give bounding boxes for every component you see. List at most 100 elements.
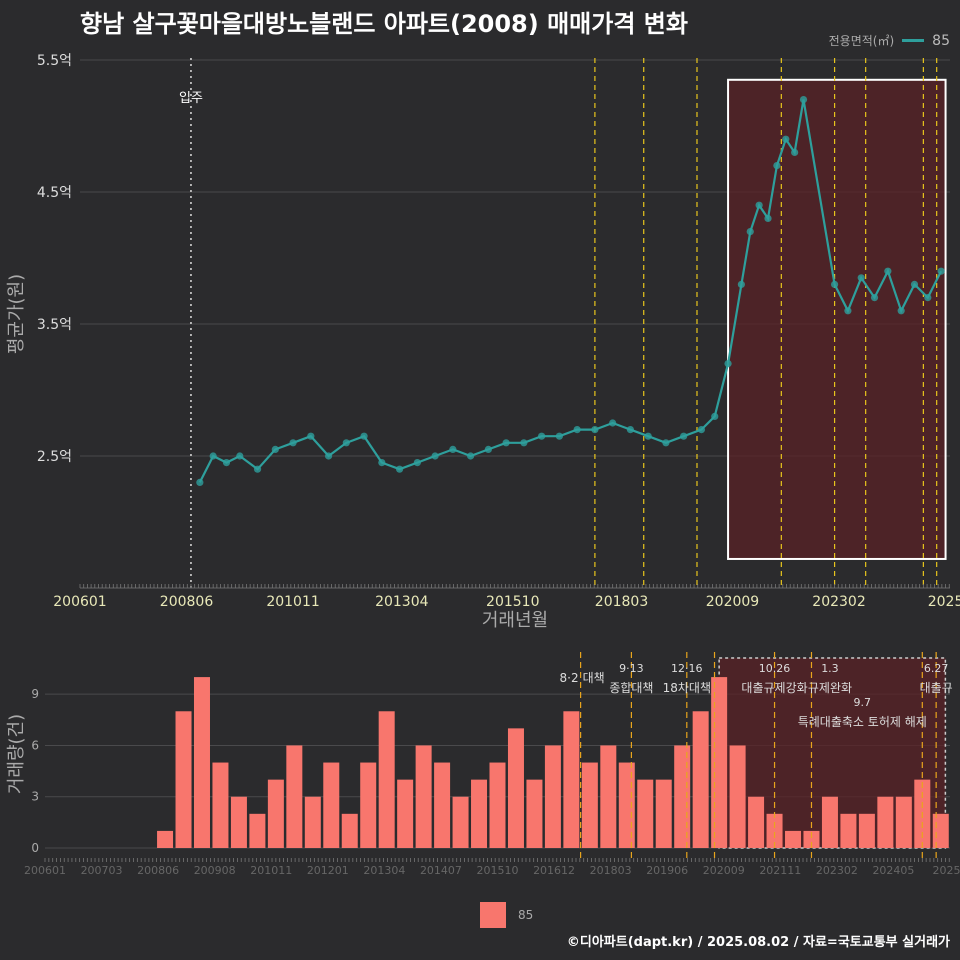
volume-bar xyxy=(230,796,247,848)
volume-bar xyxy=(858,813,875,848)
policy-label-date: 9·13 xyxy=(619,662,644,675)
volume-x-tick-label: 201906 xyxy=(646,864,688,877)
volume-bar xyxy=(637,779,654,848)
price-point xyxy=(484,445,492,453)
price-point xyxy=(799,96,808,104)
price-point xyxy=(324,452,333,460)
price-point xyxy=(520,439,528,447)
volume-bar xyxy=(212,762,229,848)
volume-bar xyxy=(434,762,451,848)
volume-x-tick-label: 201011 xyxy=(250,864,292,877)
price-point xyxy=(764,214,772,222)
volume-bar xyxy=(415,745,432,848)
price-point xyxy=(609,419,617,427)
price-point xyxy=(662,439,670,447)
volume-bar xyxy=(286,745,303,848)
price-point xyxy=(884,267,892,275)
price-point xyxy=(746,228,754,236)
price-point xyxy=(626,426,635,434)
price-point xyxy=(755,201,763,209)
policy-label-text: 특례대출축소 토허제 해제 xyxy=(798,715,927,729)
volume-y-tick-label: 9 xyxy=(31,687,39,701)
price-point xyxy=(644,432,652,440)
price-point xyxy=(395,465,404,473)
price-point xyxy=(573,426,581,434)
price-point xyxy=(222,459,231,467)
volume-bar xyxy=(840,813,857,848)
price-highlight-box xyxy=(727,78,947,560)
volume-bar xyxy=(692,711,709,848)
price-point xyxy=(307,432,315,440)
volume-bar xyxy=(341,813,358,848)
volume-bar xyxy=(378,711,395,848)
volume-bar xyxy=(471,779,488,848)
volume-x-tick-label: 201803 xyxy=(590,864,632,877)
volume-bar xyxy=(249,813,266,848)
volume-bar xyxy=(544,745,561,848)
volume-bar xyxy=(600,745,617,848)
volume-bar xyxy=(618,762,635,848)
volume-x-tick-label: 201407 xyxy=(420,864,462,877)
volume-bar xyxy=(563,711,580,848)
volume-bar xyxy=(932,813,949,848)
volume-x-tick-label: 201201 xyxy=(307,864,349,877)
price-point xyxy=(538,432,546,440)
price-y-tick-label: 3.5억 xyxy=(37,317,72,333)
policy-label-text: 대출규제강화 xyxy=(741,681,807,695)
chart-title: 향남 살구꽃마을대방노블랜드 아파트(2008) 매매가격 변화 xyxy=(80,10,688,38)
volume-bar xyxy=(323,762,340,848)
price-point xyxy=(449,445,457,453)
price-x-tick-label: 201304 xyxy=(375,594,429,610)
policy-label-text: 대출규 xyxy=(920,681,953,695)
volume-y-tick-label: 6 xyxy=(31,738,39,752)
legend-series-label: 85 xyxy=(932,32,950,49)
volume-bar xyxy=(507,728,524,848)
volume-bar xyxy=(360,762,377,848)
price-point xyxy=(591,426,599,434)
price-point xyxy=(413,459,421,467)
price-point xyxy=(360,432,368,440)
legend-bottom: 85 xyxy=(480,902,533,928)
price-point xyxy=(924,294,932,302)
price-x-tick-label: 201510 xyxy=(486,594,539,610)
price-point xyxy=(844,307,852,315)
volume-y-tick-label: 3 xyxy=(31,790,39,804)
legend-line-swatch xyxy=(902,39,925,42)
volume-bar xyxy=(581,762,598,848)
movein-label: 입주 xyxy=(179,91,203,106)
price-point xyxy=(209,452,217,460)
volume-bar xyxy=(397,779,414,848)
price-y-tick-label: 2.5억 xyxy=(37,449,72,465)
price-point xyxy=(782,135,790,143)
volume-bar xyxy=(489,762,506,848)
price-y-tick-label: 5.5억 xyxy=(37,53,72,69)
volume-bar xyxy=(729,745,746,848)
volume-x-tick-label: 202009 xyxy=(703,864,745,877)
volume-bar xyxy=(821,796,838,848)
volume-bar xyxy=(175,711,192,848)
price-x-tick-label: 201803 xyxy=(595,594,648,610)
price-x-tick-label: 200601 xyxy=(53,594,106,610)
volume-bar xyxy=(267,779,284,848)
policy-label-text: 대책 xyxy=(583,670,605,685)
price-point xyxy=(236,452,244,460)
volume-bar xyxy=(877,796,894,848)
price-point xyxy=(857,274,865,282)
price-x-tick-label: 2025 xyxy=(928,594,960,610)
source-footer: ©디아파트(dapt.kr) / 2025.08.02 / 자료=국토교통부 실… xyxy=(566,935,950,950)
policy-label-date: 6.27 xyxy=(924,662,949,675)
policy-label-text: 규제완화 xyxy=(808,681,852,695)
volume-bar xyxy=(304,796,321,848)
legend-top: 전용면적(㎡) 85 xyxy=(829,32,950,49)
price-point xyxy=(431,452,439,460)
legend-bar-label: 85 xyxy=(518,908,534,922)
policy-label-text: 종합대책 xyxy=(609,680,653,695)
volume-bar xyxy=(674,745,691,848)
volume-x-tick-label: 202302 xyxy=(816,864,858,877)
price-point xyxy=(870,294,879,302)
volume-x-tick-label: 200806 xyxy=(137,864,179,877)
volume-x-tick-label: 201612 xyxy=(533,864,575,877)
volume-bar xyxy=(895,796,912,848)
volume-x-tick-label: 200601 xyxy=(24,864,66,877)
policy-label-date: 9.7 xyxy=(854,696,872,709)
